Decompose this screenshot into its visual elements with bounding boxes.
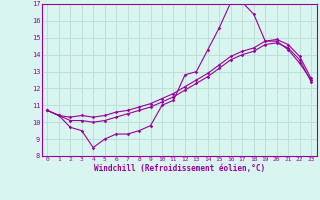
X-axis label: Windchill (Refroidissement éolien,°C): Windchill (Refroidissement éolien,°C) [94, 164, 265, 173]
